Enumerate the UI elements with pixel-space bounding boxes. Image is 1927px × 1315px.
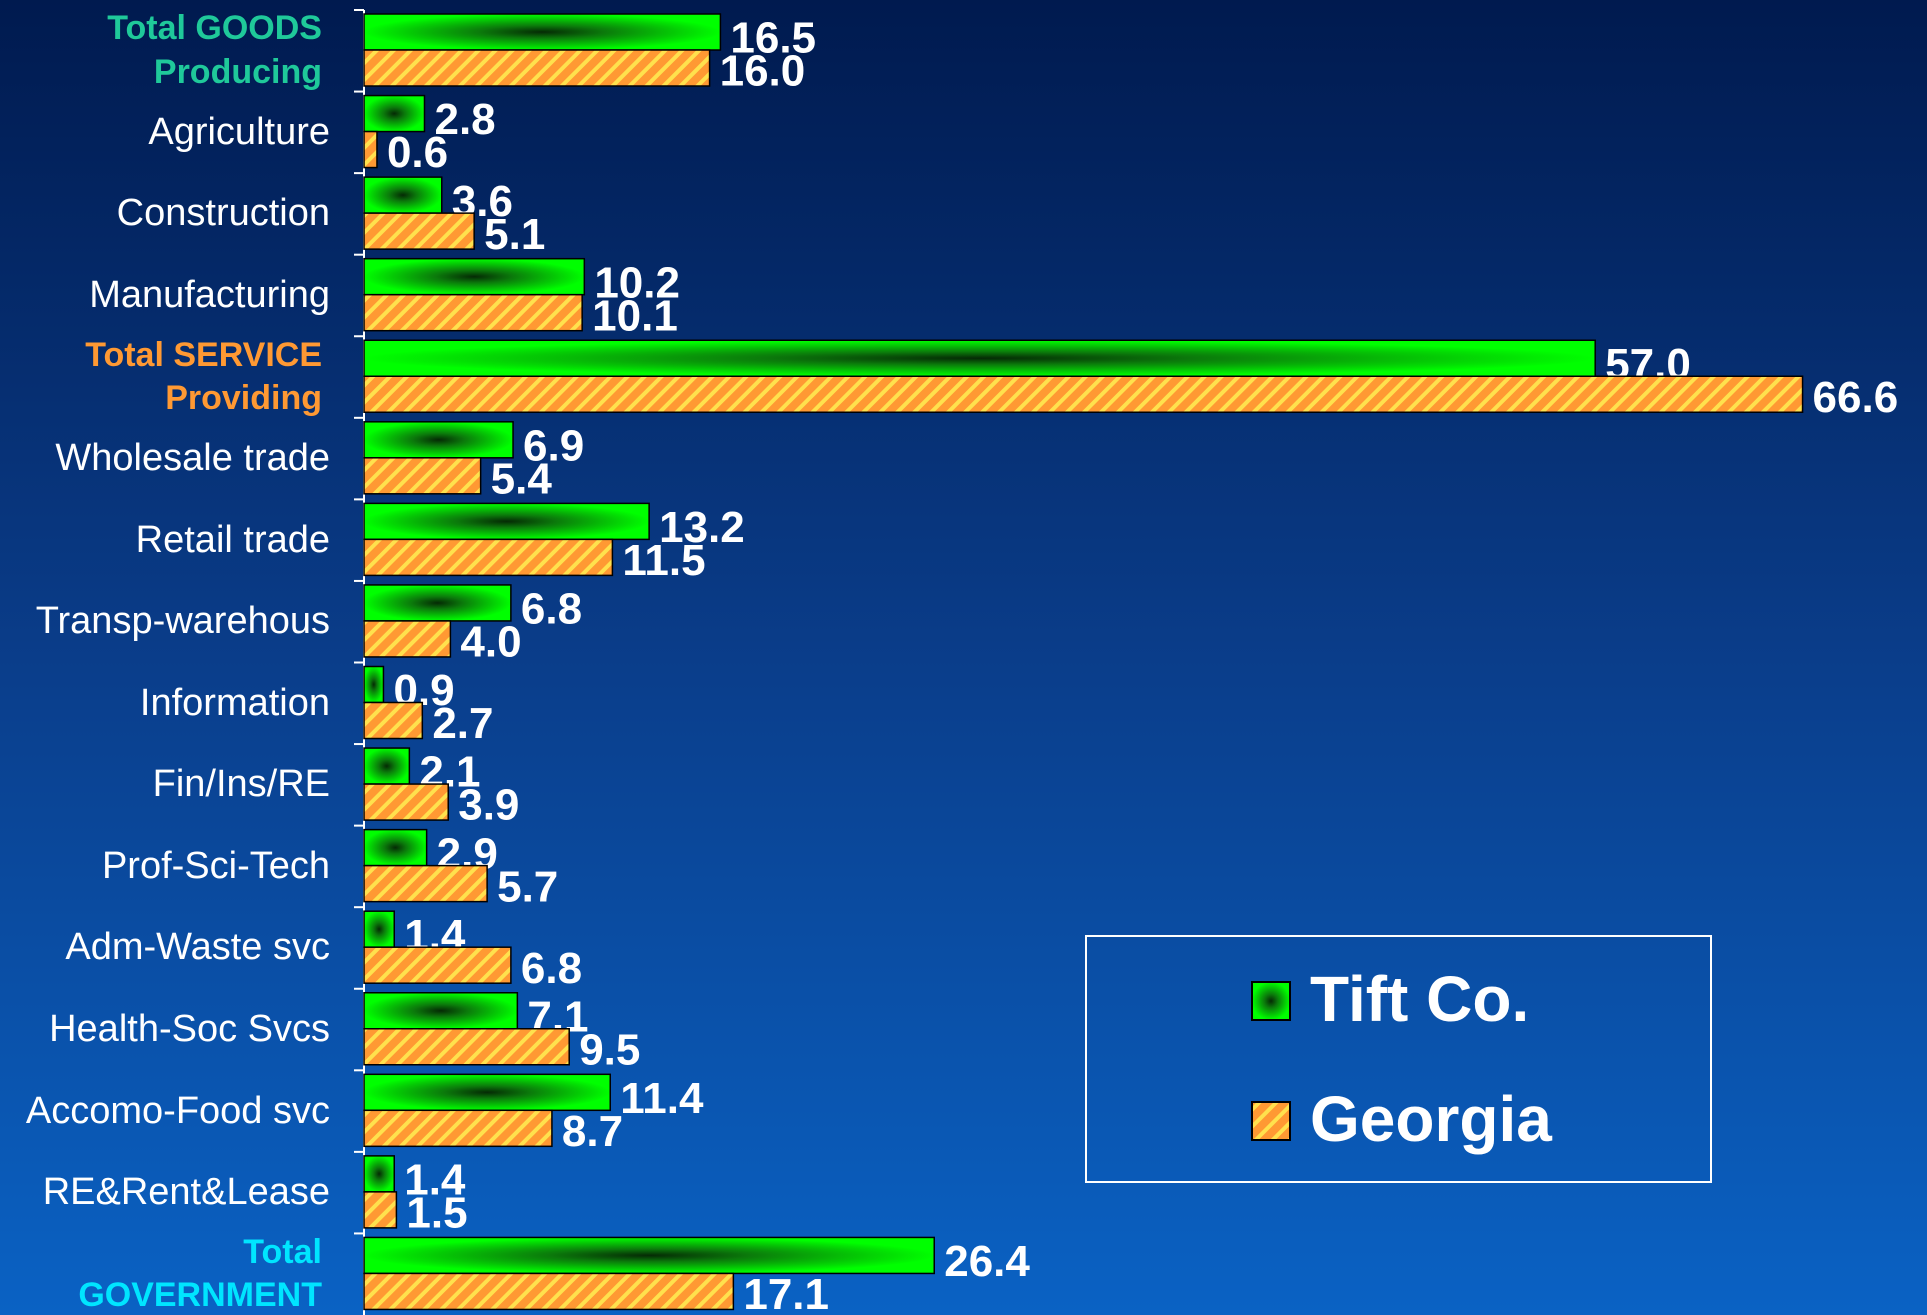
category-label: Construction [0, 173, 330, 255]
bar [363, 1191, 398, 1229]
bar [363, 538, 614, 577]
bar [363, 584, 512, 622]
value-label: 16.5 [730, 14, 816, 63]
category-text: Health-Soc Svcs [49, 1008, 330, 1051]
category-label: Prof-Sci-Tech [0, 826, 330, 908]
category-label: Manufacturing [0, 255, 330, 337]
bar [363, 176, 443, 214]
category-label: Total SERVICE Providing [0, 336, 322, 418]
bar [363, 94, 426, 133]
value-label: 1.5 [406, 1189, 467, 1238]
category-text: Transp-warehous [35, 600, 330, 643]
category-label: Agriculture [0, 92, 330, 174]
value-label: 1.4 [404, 1156, 466, 1205]
category-label: Accomo-Food svc [0, 1070, 330, 1152]
value-label: 8.7 [562, 1107, 623, 1156]
category-text: Accomo-Food svc [25, 1089, 330, 1132]
value-label: 17.1 [743, 1270, 829, 1315]
value-label: 26.4 [944, 1237, 1030, 1286]
category-text: Retail trade [135, 518, 330, 561]
value-label: 6.8 [521, 944, 582, 993]
value-label: 4.0 [460, 618, 521, 667]
category-text: Construction [116, 192, 330, 235]
bar [363, 457, 482, 495]
value-label: 5.4 [491, 454, 553, 503]
category-label: Total GOODS Producing [0, 9, 322, 92]
category-label: Transp-warehous [0, 581, 330, 663]
bar [363, 828, 428, 867]
value-label: 2.8 [434, 95, 495, 144]
bar [363, 946, 512, 984]
legend-label: Georgia [1310, 1083, 1552, 1155]
legend-swatch [1251, 1101, 1291, 1141]
bar [363, 864, 488, 903]
value-label: 5.7 [497, 862, 558, 911]
value-label: 10.2 [594, 258, 680, 307]
bar [363, 701, 424, 740]
legend-box [1085, 935, 1712, 1183]
bar [363, 1155, 395, 1193]
bar [363, 375, 1804, 413]
bar [363, 1109, 553, 1148]
bar [363, 257, 586, 296]
value-label: 13.2 [659, 503, 745, 552]
bar [363, 13, 722, 51]
bar [363, 49, 711, 87]
value-label: 6.8 [521, 585, 582, 634]
bar [363, 747, 411, 785]
category-text: Total GOVERNMENT [78, 1232, 322, 1315]
value-label: 3.9 [458, 781, 519, 830]
bar [363, 1028, 570, 1066]
category-text: Information [139, 681, 330, 724]
value-label: 11.5 [622, 536, 705, 585]
category-text: Total SERVICE Providing [85, 335, 322, 418]
bar [363, 502, 650, 541]
category-label: Health-Soc Svcs [0, 989, 330, 1071]
category-text: Agriculture [148, 110, 330, 153]
value-label: 9.5 [579, 1025, 640, 1074]
bar [363, 783, 449, 821]
value-label: 0.6 [387, 128, 448, 177]
category-label: RE&Rent&Lease [0, 1152, 330, 1234]
bar [363, 992, 519, 1030]
bar [363, 620, 452, 658]
value-label: 5.1 [484, 210, 545, 259]
value-label: 10.1 [592, 291, 678, 340]
category-label: Fin/Ins/RE [0, 744, 330, 826]
bar [363, 1073, 611, 1112]
legend-swatch [1251, 981, 1291, 1021]
bar [363, 1272, 735, 1311]
category-text: Wholesale trade [55, 437, 330, 480]
value-label: 6.9 [523, 421, 584, 470]
bar [363, 130, 378, 169]
bar [363, 339, 1596, 377]
bar [363, 665, 385, 704]
bar [363, 212, 475, 250]
category-text: Adm-Waste svc [65, 926, 330, 969]
category-label: Wholesale trade [0, 418, 330, 500]
category-text: Prof-Sci-Tech [101, 844, 330, 887]
legend-label: Tift Co. [1310, 963, 1529, 1035]
category-label: Adm-Waste svc [0, 907, 330, 989]
category-text: Total GOODS Producing [107, 9, 322, 91]
category-text: Manufacturing [89, 273, 330, 316]
value-label: 2.7 [432, 699, 493, 748]
category-text: RE&Rent&Lease [42, 1171, 330, 1214]
value-label: 16.0 [720, 47, 806, 96]
bar [363, 293, 583, 332]
bar [363, 421, 514, 459]
category-text: Fin/Ins/RE [152, 763, 330, 806]
bar [363, 910, 395, 948]
category-label: Total GOVERNMENT [0, 1233, 322, 1315]
bar [363, 1236, 935, 1275]
category-label: Retail trade [0, 499, 330, 581]
value-label: 11.4 [620, 1074, 704, 1123]
category-label: Information [0, 663, 330, 745]
value-label: 66.6 [1813, 373, 1899, 422]
